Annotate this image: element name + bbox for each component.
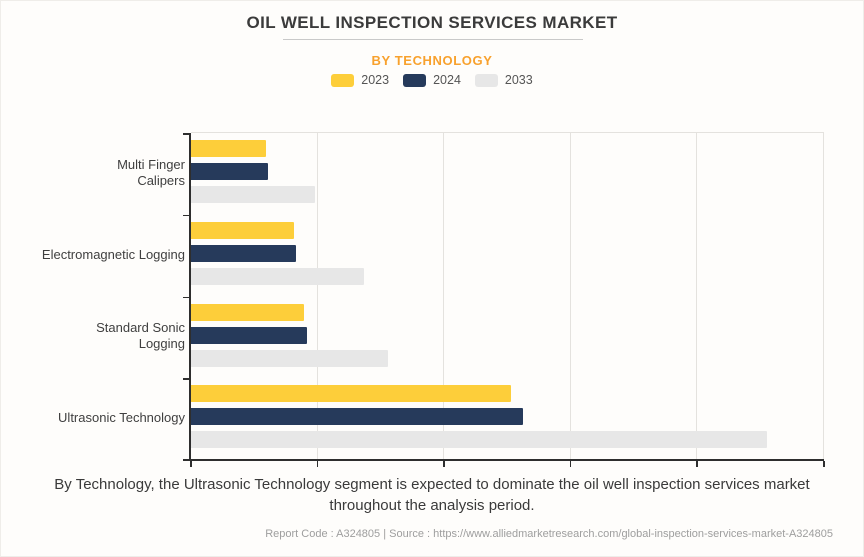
x-axis-tick (569, 461, 572, 467)
legend: 2023 2024 2033 (1, 73, 863, 87)
y-axis-tick (183, 296, 189, 298)
x-axis-tick (823, 461, 825, 467)
gridline (316, 133, 318, 459)
x-axis-tick (443, 461, 445, 467)
bar-2023-electromagnetic-logging[interactable] (191, 221, 294, 239)
y-axis-tick (183, 378, 189, 380)
x-axis-tick (316, 461, 319, 467)
gridline (569, 133, 571, 459)
legend-label: 2024 (433, 73, 461, 87)
x-axis-tick (696, 461, 698, 467)
category-label-3: Standard Sonic Logging (96, 320, 185, 352)
bar-2023-standard-sonic-logging[interactable] (191, 303, 304, 321)
x-axis-tick (190, 461, 192, 467)
legend-item-2033[interactable]: 2033 (474, 73, 533, 87)
legend-item-2023[interactable]: 2023 (331, 73, 389, 87)
legend-swatch-2023 (331, 73, 355, 87)
gridline (696, 133, 698, 459)
bar-group-4 (191, 378, 824, 460)
category-label-4: Ultrasonic Technology (58, 410, 185, 426)
plot-area (183, 132, 825, 467)
gridline (823, 133, 824, 459)
y-axis-line (189, 133, 191, 461)
bar-group-1 (191, 133, 824, 215)
bar-2024-electromagnetic-logging[interactable] (191, 244, 297, 262)
category-label-1: Multi Finger Calipers (117, 156, 185, 188)
description-row: By Technology, the Ultrasonic Technology… (1, 475, 863, 516)
bar-2033-ultrasonic-technology[interactable] (191, 431, 768, 449)
bar-2023-multi-finger-calipers[interactable] (191, 140, 266, 157)
description-text: By Technology, the Ultrasonic Technology… (54, 476, 810, 514)
legend-label: 2023 (361, 73, 390, 87)
legend-label: 2033 (504, 73, 533, 87)
bar-2033-standard-sonic-logging[interactable] (191, 349, 389, 367)
bar-2023-ultrasonic-technology[interactable] (191, 385, 512, 403)
category-label-2: Electromagnetic Logging (41, 246, 185, 262)
x-axis-line (189, 459, 824, 461)
legend-swatch-2024 (403, 73, 427, 87)
bar-group-3 (191, 297, 824, 379)
bar-2024-ultrasonic-technology[interactable] (191, 408, 523, 426)
legend-item-2024[interactable]: 2024 (403, 73, 461, 87)
category-axis-labels: Multi Finger Calipers Electromagnetic Logg… (1, 132, 185, 459)
legend-swatch-2033 (474, 73, 498, 87)
chart-subtitle: BY TECHNOLOGY (371, 53, 493, 68)
title-underline (283, 39, 583, 40)
bar-group-2 (191, 215, 824, 297)
bar-2024-standard-sonic-logging[interactable] (191, 326, 308, 344)
y-axis-tick (183, 459, 189, 461)
footer-text: Report Code : A324805 | Source : https:/… (265, 528, 833, 540)
bar-2024-multi-finger-calipers[interactable] (191, 163, 269, 180)
bar-2033-electromagnetic-logging[interactable] (191, 267, 365, 285)
chart-title: OIL WELL INSPECTION SERVICES MARKET (246, 13, 618, 32)
y-axis-tick (183, 214, 189, 217)
gridline (443, 133, 445, 459)
y-axis-tick (183, 133, 189, 135)
bar-2033-multi-finger-calipers[interactable] (191, 186, 316, 203)
